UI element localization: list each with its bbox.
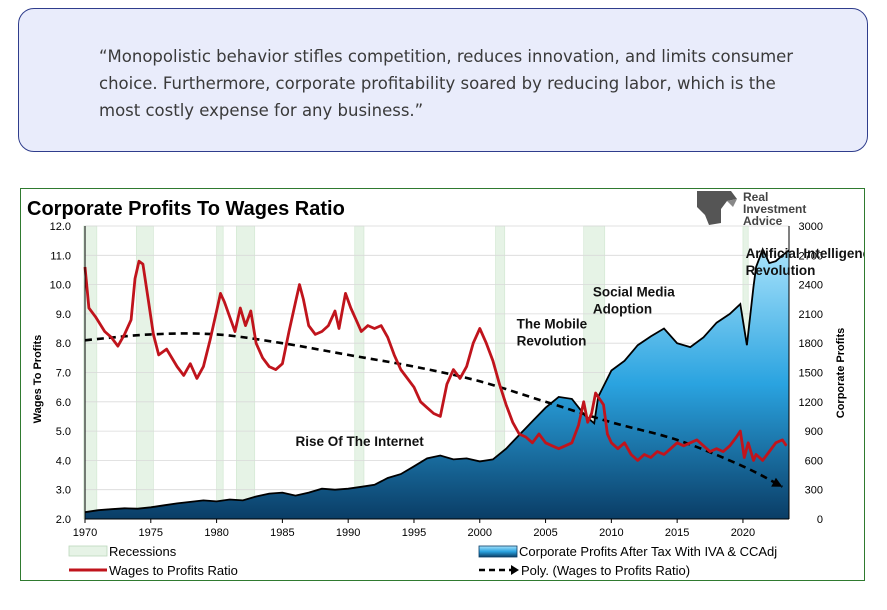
y-left-tick-label-7: 9.0 <box>56 309 71 321</box>
y-left-tick-label-6: 8.0 <box>56 338 71 350</box>
x-tick-label-2: 1980 <box>204 527 228 539</box>
logo-line2: Investment <box>743 202 806 216</box>
y-left-tick-label-5: 7.0 <box>56 368 71 380</box>
y-axis-left-label: Wages To Profits <box>32 335 44 424</box>
x-tick-label-6: 2000 <box>468 527 492 539</box>
logo-line3: Advice <box>743 214 783 228</box>
y-left-tick-label-0: 2.0 <box>56 514 71 526</box>
annotation-mobile-line-0: The Mobile <box>517 317 588 332</box>
y-right-tick-label-5: 1500 <box>799 368 823 380</box>
legend-profits-swatch <box>478 545 518 558</box>
chart-frame: 1970 1975 1980 1985 1990 1995 2000 2005 2010 2015… <box>20 188 879 581</box>
eagle-head-icon <box>697 191 737 225</box>
profits-area <box>85 249 789 519</box>
annotation-internet: Rise Of The Internet <box>296 434 425 449</box>
legend: Recessions Corporate Profits After Tax W… <box>68 544 777 578</box>
chart-title: Corporate Profits To Wages Ratio <box>27 198 345 220</box>
legend-poly-label: Poly. (Wages to Profits Ratio) <box>521 563 690 578</box>
legend-poly-arrowhead-icon <box>511 565 519 575</box>
annotation-ai-line-0: Artificial Intelligence <box>746 246 864 261</box>
poly-trend-group <box>84 332 783 488</box>
x-tick-label-9: 2015 <box>665 527 689 539</box>
annotation-internet-line-0: Rise Of The Internet <box>296 434 425 449</box>
y-left-tick-label-2: 4.0 <box>56 455 71 467</box>
y-axis-right-label: Corporate Profits <box>835 328 847 418</box>
y-right-tick-label-7: 2100 <box>799 309 823 321</box>
y-left-tick-label-3: 5.0 <box>56 426 71 438</box>
y-left-tick-label-8: 10.0 <box>50 280 71 292</box>
profits-area-group <box>84 247 790 519</box>
annotation-social-media: Social Media Adoption <box>593 284 675 316</box>
legend-wages-label: Wages to Profits Ratio <box>109 563 238 578</box>
logo: Real Investment Advice <box>697 190 806 228</box>
logo-line1: Real <box>743 190 768 204</box>
x-tick-label-3: 1985 <box>270 527 294 539</box>
poly-trend-arrowhead <box>771 477 783 487</box>
x-tick-label-1: 1975 <box>139 527 163 539</box>
y-left-tick-label-1: 3.0 <box>56 485 71 497</box>
legend-recession-swatch <box>68 545 108 557</box>
legend-recessions-label: Recessions <box>109 544 177 559</box>
quote-box: “Monopolistic behavior stifles competiti… <box>18 8 868 152</box>
y-left-tick-label-10: 12.0 <box>50 221 71 233</box>
annotation-mobile: The Mobile Revolution <box>517 317 588 349</box>
poly-trend-line <box>84 332 783 488</box>
quote-text: “Monopolistic behavior stifles competiti… <box>99 47 794 120</box>
x-tick-label-4: 1990 <box>336 527 360 539</box>
wages-line-group <box>83 259 788 462</box>
y-left-tick-label-9: 11.0 <box>50 250 71 262</box>
y-left-tick-label-4: 6.0 <box>56 397 71 409</box>
x-tick-label-7: 2005 <box>533 527 557 539</box>
y-right-tick-label-2: 600 <box>805 455 823 467</box>
chart: 1970 1975 1980 1985 1990 1995 2000 2005 2010 2015… <box>27 190 879 578</box>
annotation-social-media-line-0: Social Media <box>593 284 675 299</box>
eagle-beak-icon <box>727 199 737 207</box>
x-tick-label-5: 1995 <box>402 527 426 539</box>
y-right-tick-label-3: 900 <box>805 426 823 438</box>
y-right-tick-label-0: 0 <box>817 514 823 526</box>
y-right-tick-label-1: 300 <box>805 485 823 497</box>
y-right-tick-label-8: 2400 <box>799 280 823 292</box>
y-right-tick-label-10: 3000 <box>799 221 823 233</box>
annotation-ai-line-1: Revolution <box>746 263 816 278</box>
y-right-tick-label-6: 1800 <box>799 338 823 350</box>
annotation-social-media-line-1: Adoption <box>593 301 652 316</box>
y-right-tick-label-4: 1200 <box>799 397 823 409</box>
x-tick-label-10: 2020 <box>731 527 755 539</box>
axes: 1970 1975 1980 1985 1990 1995 2000 2005 2010 2015… <box>50 221 823 539</box>
legend-profits-label: Corporate Profits After Tax With IVA & C… <box>519 544 777 559</box>
wages-line <box>83 259 788 462</box>
y-right-tick-label-9: 2700 <box>799 250 823 262</box>
annotation-ai: Artificial Intelligence Revolution <box>746 246 864 278</box>
annotations: Rise Of The Internet The Mobile Revolution… <box>296 246 879 449</box>
annotation-mobile-line-1: Revolution <box>517 334 587 349</box>
x-tick-label-8: 2010 <box>599 527 623 539</box>
profits-area-top-line <box>84 247 790 514</box>
x-tick-label-0: 1970 <box>73 527 97 539</box>
